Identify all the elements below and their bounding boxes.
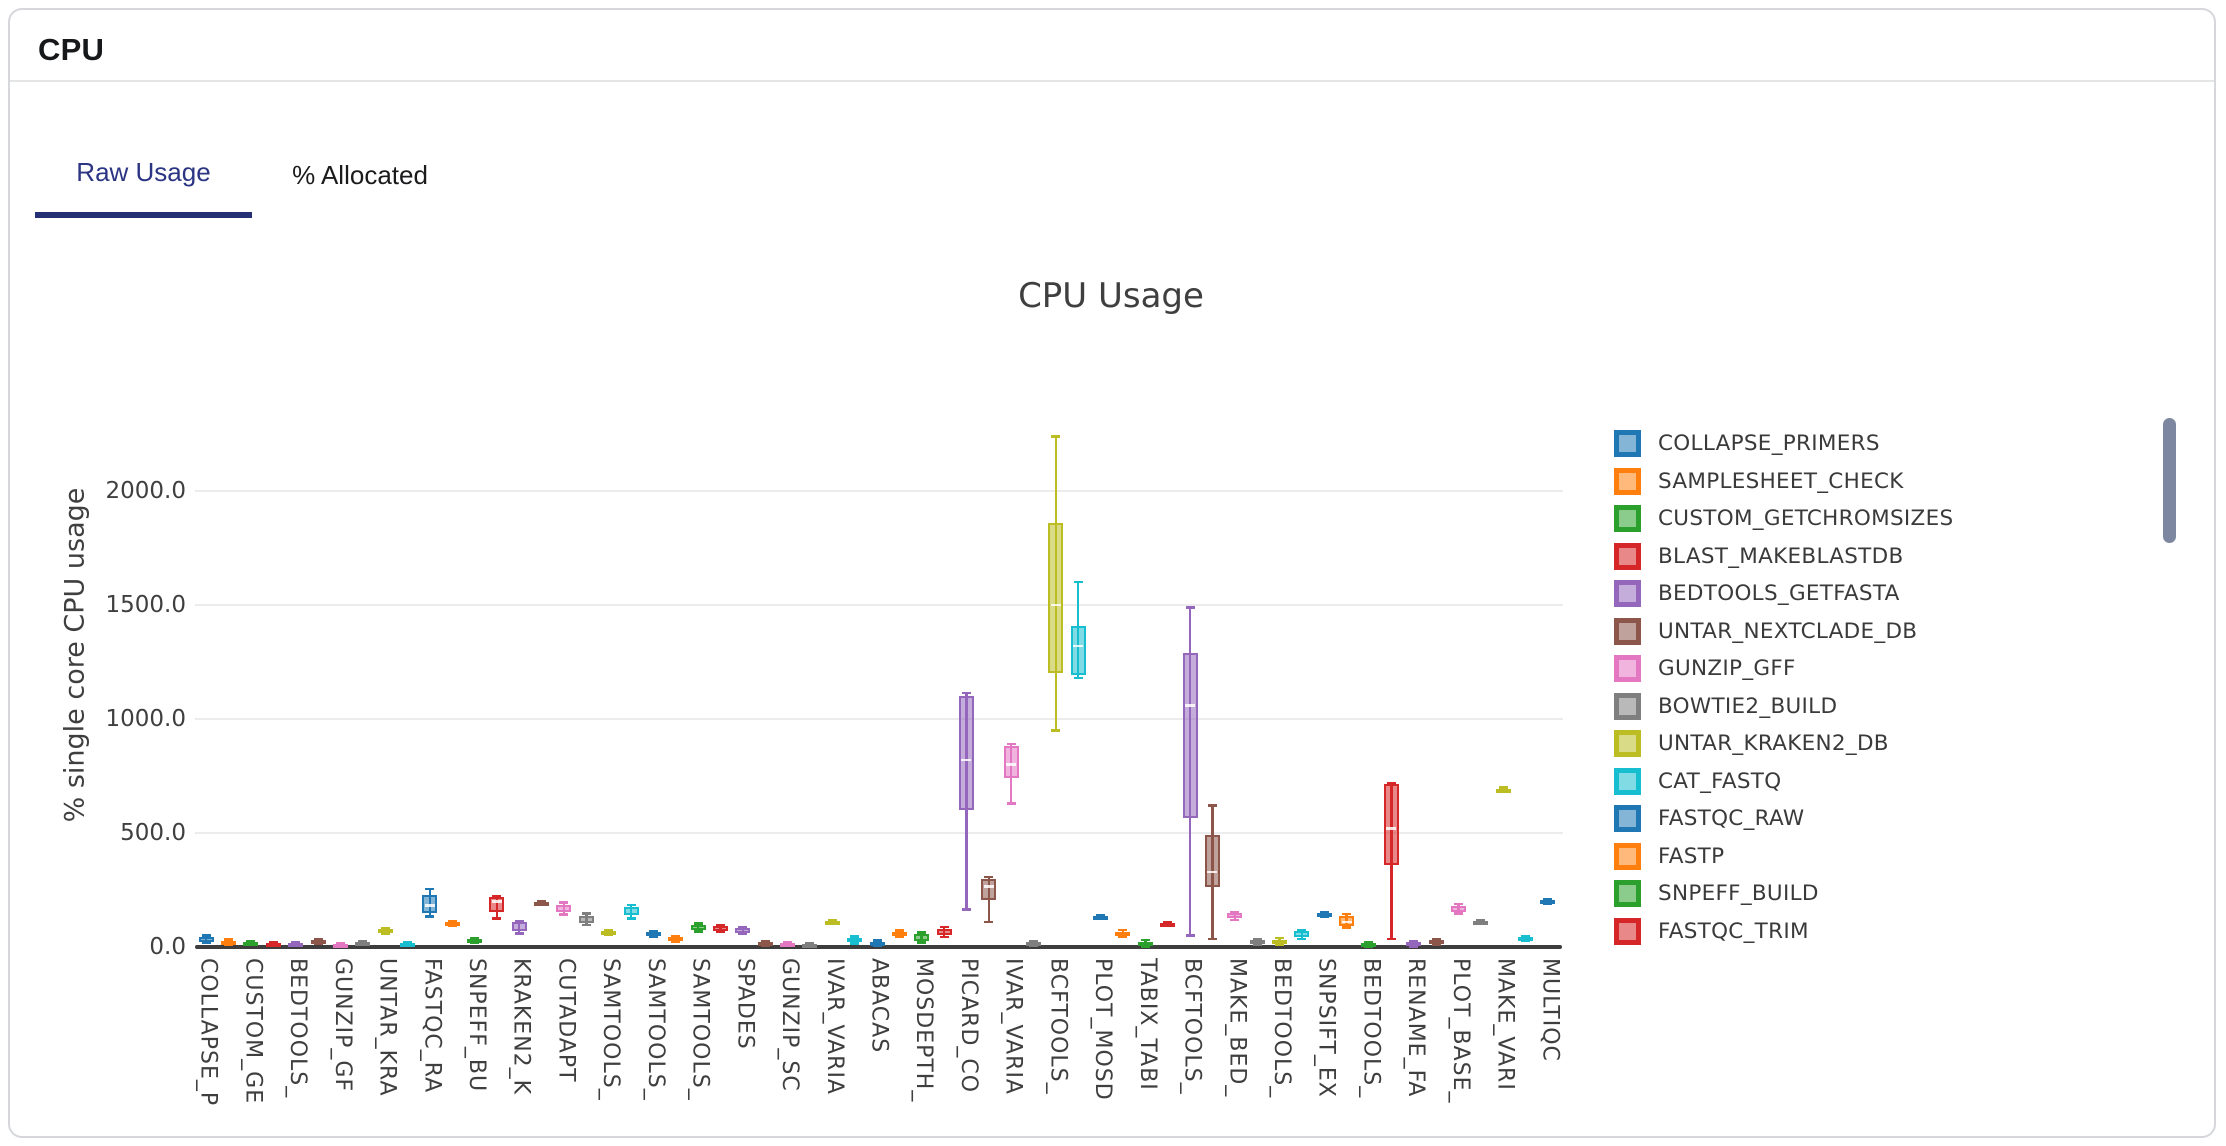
tab-raw-usage[interactable]: Raw Usage [35,132,252,218]
legend-scrollbar-thumb[interactable] [2163,418,2176,543]
card-divider [10,80,2214,82]
cpu-card: CPU Raw Usage % Allocated [8,8,2216,1138]
tab-percent-allocated[interactable]: % Allocated [292,159,428,190]
tab-bar: Raw Usage % Allocated [35,132,468,218]
card-title: CPU [38,32,105,67]
